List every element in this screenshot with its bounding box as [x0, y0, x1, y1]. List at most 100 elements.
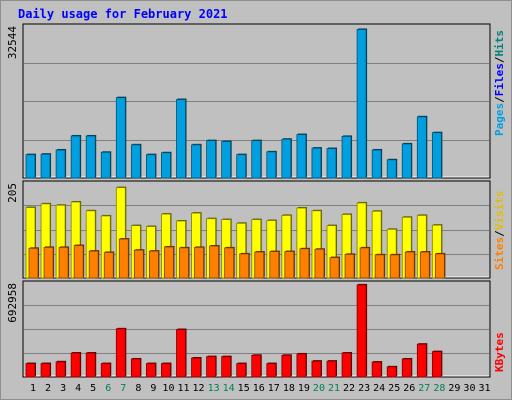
bar-kbytes-kbytes — [416, 343, 427, 378]
day-label: 29 — [448, 383, 460, 394]
bar-visits-sites — [73, 245, 84, 279]
bar-visits-sites — [103, 252, 114, 279]
bar-kbytes-kbytes — [176, 329, 186, 378]
bar-kbytes-kbytes — [100, 363, 111, 378]
day-label: 12 — [193, 383, 205, 394]
bar-hits-hits — [115, 97, 126, 179]
day-label: 10 — [162, 383, 174, 394]
bar-hits-hits — [25, 154, 36, 179]
legend-visits: Sites/Visits — [493, 191, 506, 271]
bar-visits-sites — [299, 248, 310, 279]
bar-hits-hits — [70, 135, 81, 179]
bar-hits-hits — [100, 151, 111, 179]
day-label: 4 — [75, 383, 81, 394]
legend-item: / — [493, 96, 506, 103]
bar-hits-hits — [191, 144, 201, 179]
bar-visits-sites — [419, 251, 430, 279]
bar-hits-hits — [55, 149, 66, 179]
day-label: 26 — [403, 383, 415, 394]
bar-visits-sites — [118, 238, 129, 279]
max-label-kbytes: 692958 — [6, 283, 19, 323]
bar-visits-sites — [43, 247, 54, 279]
day-label: 19 — [298, 383, 310, 394]
legend-kbytes: KBytes — [493, 332, 506, 372]
bar-kbytes-kbytes — [70, 352, 81, 378]
bar-visits-sites — [194, 247, 204, 279]
day-label: 7 — [120, 383, 126, 394]
bar-kbytes-kbytes — [311, 360, 322, 378]
bar-visits-sites — [314, 248, 325, 279]
bar-hits-hits — [130, 144, 141, 179]
day-label: 25 — [388, 383, 400, 394]
day-label: 27 — [418, 383, 430, 394]
day-label: 6 — [105, 383, 111, 394]
day-label: 15 — [238, 383, 250, 394]
bar-kbytes-kbytes — [266, 363, 277, 378]
legend-item: Sites — [493, 237, 506, 270]
bar-kbytes-kbytes — [221, 356, 232, 378]
bar-kbytes-kbytes — [130, 358, 141, 378]
bar-kbytes-kbytes — [401, 358, 412, 378]
bar-visits-sites — [28, 247, 39, 279]
legend-item: Hits — [493, 30, 506, 57]
bar-visits-sites — [179, 247, 189, 279]
legend-item: / — [493, 56, 506, 63]
bar-kbytes-kbytes — [326, 360, 337, 378]
bar-hits-hits — [40, 153, 51, 179]
bar-visits-sites — [329, 257, 340, 279]
bar-kbytes-kbytes — [206, 356, 217, 378]
legend-item: Files — [493, 63, 506, 96]
day-label: 16 — [253, 383, 265, 394]
bar-kbytes-kbytes — [251, 354, 262, 378]
legend-item: Visits — [493, 191, 506, 231]
bar-visits-sites — [164, 246, 174, 279]
day-label: 14 — [223, 383, 235, 394]
bar-hits-hits — [251, 140, 262, 179]
bar-hits-hits — [371, 149, 382, 179]
bar-kbytes-kbytes — [85, 352, 96, 378]
day-label: 20 — [313, 383, 325, 394]
day-label: 31 — [478, 383, 490, 394]
bar-hits-hits — [145, 154, 156, 179]
legend-item: / — [493, 230, 506, 237]
bar-hits-hits — [236, 154, 247, 179]
legend-item: Pages — [493, 103, 506, 136]
day-label: 1 — [30, 383, 36, 394]
legend-item: KBytes — [493, 332, 506, 372]
bar-kbytes-kbytes — [341, 352, 352, 378]
bar-kbytes-kbytes — [40, 363, 51, 378]
day-label: 11 — [177, 383, 189, 394]
bar-visits-sites — [374, 254, 385, 279]
bar-hits-hits — [85, 135, 96, 179]
bar-hits-hits — [386, 159, 397, 179]
bar-visits-sites — [148, 250, 159, 279]
legend-hits: Pages/Files/Hits — [493, 30, 506, 136]
bar-visits-sites — [434, 253, 445, 279]
bar-hits-hits — [176, 99, 186, 179]
bar-visits-sites — [209, 245, 220, 279]
bar-visits-sites — [269, 251, 280, 279]
day-label: 8 — [135, 383, 141, 394]
bar-hits-hits — [281, 138, 292, 179]
bar-kbytes-kbytes — [431, 351, 442, 378]
bar-visits-sites — [239, 253, 250, 279]
chart-title: Daily usage for February 2021 — [18, 7, 228, 21]
bar-kbytes-kbytes — [55, 361, 66, 378]
day-label: 28 — [433, 383, 445, 394]
day-label: 18 — [283, 383, 295, 394]
bar-kbytes-kbytes — [386, 366, 397, 378]
day-label: 17 — [268, 383, 280, 394]
bar-kbytes-kbytes — [296, 353, 307, 378]
day-label: 22 — [343, 383, 355, 394]
bar-hits-hits — [326, 148, 337, 179]
bar-visits-sites — [133, 249, 144, 279]
bar-visits-sites — [88, 250, 99, 279]
max-label-visits: 205 — [6, 183, 19, 203]
bar-hits-hits — [206, 140, 217, 179]
bar-kbytes-kbytes — [236, 363, 247, 378]
bar-visits-sites — [359, 247, 370, 279]
day-label: 5 — [90, 383, 96, 394]
bar-hits-hits — [296, 134, 307, 179]
day-label: 21 — [328, 383, 340, 394]
bar-visits-sites — [404, 251, 415, 279]
